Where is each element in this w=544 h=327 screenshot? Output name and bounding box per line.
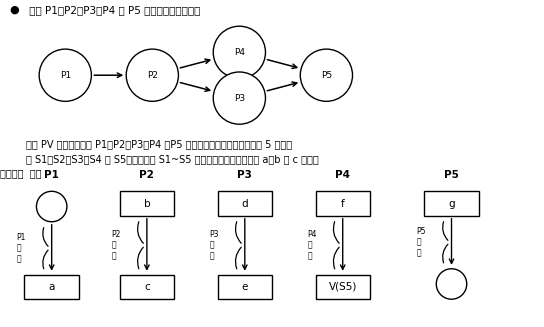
Bar: [218, 191, 272, 216]
Ellipse shape: [39, 49, 91, 101]
Text: ●: ●: [9, 5, 19, 15]
Ellipse shape: [436, 269, 467, 299]
Text: P3: P3: [234, 94, 245, 103]
Ellipse shape: [36, 191, 67, 222]
Bar: [424, 191, 479, 216]
Text: P2
执
行: P2 执 行: [112, 230, 121, 260]
Text: P3: P3: [237, 170, 252, 180]
Text: P3
执
行: P3 执 行: [209, 230, 219, 260]
Text: P1
执
行: P1 执 行: [16, 233, 26, 263]
Text: 别填写（  ）；: 别填写（ ）；: [0, 168, 41, 179]
Text: P2: P2: [139, 170, 154, 180]
Text: P1: P1: [44, 170, 59, 180]
Text: P1: P1: [60, 71, 71, 80]
Text: P4: P4: [335, 170, 350, 180]
Text: 若用 PV 操作控制进程 P1、P2、P3、P4 、P5 并发执行的过程，则需要设置 5 个信号: 若用 PV 操作控制进程 P1、P2、P3、P4 、P5 并发执行的过程，则需要…: [26, 139, 292, 149]
Text: P4: P4: [234, 48, 245, 57]
Bar: [24, 275, 79, 299]
Ellipse shape: [213, 72, 265, 124]
Bar: [120, 275, 174, 299]
Text: P5: P5: [444, 170, 459, 180]
Text: P2: P2: [147, 71, 158, 80]
Text: 里 S1、S2、S3、S4 和 S5，且信号里 S1~S5 的初値都等于零。下图中 a、b 和 c 处应分: 里 S1、S2、S3、S4 和 S5，且信号里 S1~S5 的初値都等于零。下图…: [26, 154, 319, 164]
Bar: [120, 191, 174, 216]
Ellipse shape: [126, 49, 178, 101]
Text: e: e: [242, 282, 248, 292]
Text: P5
执
行: P5 执 行: [416, 227, 425, 257]
Text: g: g: [448, 198, 455, 209]
Text: b: b: [144, 198, 150, 209]
Text: 进程 P1、P2、P3、P4 和 P5 的前趋图如下所示：: 进程 P1、P2、P3、P4 和 P5 的前趋图如下所示：: [26, 5, 201, 15]
Text: P4
执
行: P4 执 行: [307, 230, 317, 260]
Ellipse shape: [300, 49, 353, 101]
Text: V(S5): V(S5): [329, 282, 357, 292]
Bar: [218, 275, 272, 299]
Bar: [316, 191, 370, 216]
Text: a: a: [48, 282, 55, 292]
Text: d: d: [242, 198, 248, 209]
Text: c: c: [144, 282, 150, 292]
Ellipse shape: [213, 26, 265, 78]
Bar: [316, 275, 370, 299]
Text: f: f: [341, 198, 344, 209]
Text: P5: P5: [321, 71, 332, 80]
